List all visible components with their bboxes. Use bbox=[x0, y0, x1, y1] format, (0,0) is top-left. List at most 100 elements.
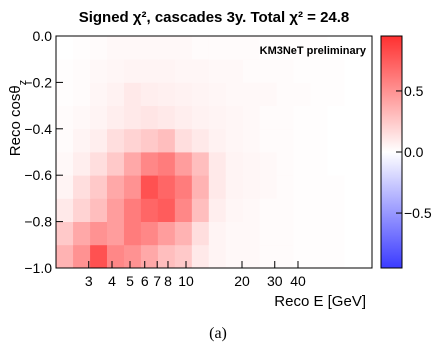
heatmap-cell bbox=[208, 82, 227, 106]
heatmap-cell bbox=[208, 105, 227, 130]
heatmap-cell bbox=[90, 221, 108, 246]
heatmap-cell bbox=[293, 59, 312, 83]
heatmap-cell bbox=[157, 59, 176, 83]
heatmap-cell bbox=[361, 175, 373, 199]
heatmap-cell bbox=[157, 105, 176, 130]
x-tick-label: 8 bbox=[164, 273, 172, 289]
heatmap-cells bbox=[56, 36, 373, 269]
heatmap-cell bbox=[123, 244, 142, 269]
heatmap-cell bbox=[174, 82, 193, 106]
heatmap-cell bbox=[293, 128, 312, 153]
heatmap-cell bbox=[242, 59, 261, 83]
heatmap-cell bbox=[310, 175, 329, 199]
heatmap-cell bbox=[174, 36, 193, 60]
heatmap-cell bbox=[208, 244, 227, 269]
colorbar-ticks: −0.5 0.0 0.5 bbox=[396, 83, 432, 221]
heatmap-cell bbox=[90, 244, 108, 269]
heatmap-cell bbox=[56, 175, 74, 199]
x-tick-label: 10 bbox=[178, 273, 194, 289]
heatmap-cell bbox=[310, 198, 329, 222]
heatmap-cell bbox=[242, 221, 261, 246]
heatmap-cell bbox=[225, 36, 244, 60]
axis-ticks: 3 4 5 6 7 8 10 20 30 40 −1.0 −0.8 −0.6 −0.4 −0.2 0.0 bbox=[24, 28, 306, 289]
figure-caption: (a) bbox=[209, 325, 227, 342]
heatmap-cell bbox=[259, 36, 278, 60]
heatmap-cell bbox=[344, 128, 362, 153]
heatmap-cell bbox=[106, 105, 125, 130]
heatmap-cell bbox=[157, 82, 176, 106]
heatmap-cell bbox=[123, 152, 142, 176]
heatmap-cell bbox=[293, 82, 312, 106]
x-tick-label: 7 bbox=[153, 273, 161, 289]
heatmap-cell bbox=[242, 244, 261, 269]
heatmap-cell bbox=[56, 59, 74, 83]
y-tick-label: −0.6 bbox=[24, 167, 52, 183]
heatmap-cell bbox=[191, 36, 210, 60]
heatmap-cell bbox=[310, 128, 329, 153]
heatmap-cell bbox=[327, 221, 346, 246]
heatmap-cell bbox=[208, 59, 227, 83]
heatmap-cell bbox=[191, 128, 210, 153]
heatmap-cell bbox=[90, 82, 108, 106]
heatmap-cell bbox=[344, 221, 362, 246]
heatmap-cell bbox=[191, 82, 210, 106]
heatmap-cell bbox=[310, 105, 329, 130]
chart-title: Signed χ², cascades 3y. Total χ² = 24.8 bbox=[79, 9, 350, 26]
heatmap-cell bbox=[191, 221, 210, 246]
heatmap-cell bbox=[276, 128, 295, 153]
heatmap-cell bbox=[140, 175, 159, 199]
heatmap-cell bbox=[293, 36, 312, 60]
heatmap-cell bbox=[293, 152, 312, 176]
heatmap-cell bbox=[123, 221, 142, 246]
heatmap-cell bbox=[157, 221, 176, 246]
heatmap-cell bbox=[293, 221, 312, 246]
heatmap-cell bbox=[361, 105, 373, 130]
heatmap-cell bbox=[140, 82, 159, 106]
heatmap-cell bbox=[191, 105, 210, 130]
heatmap-cell bbox=[361, 82, 373, 106]
heatmap-cell bbox=[259, 82, 278, 106]
heatmap-cell bbox=[327, 175, 346, 199]
heatmap-cell bbox=[276, 36, 295, 60]
heatmap-cell bbox=[140, 152, 159, 176]
heatmap-cell bbox=[225, 105, 244, 130]
heatmap-cell bbox=[73, 128, 91, 153]
y-tick-label: −0.8 bbox=[24, 214, 52, 230]
heatmap-cell bbox=[310, 36, 329, 60]
heatmap-cell bbox=[208, 152, 227, 176]
heatmap-cell bbox=[259, 221, 278, 246]
heatmap-cell bbox=[174, 152, 193, 176]
heatmap-cell bbox=[174, 221, 193, 246]
heatmap-cell bbox=[140, 59, 159, 83]
heatmap-cell bbox=[225, 128, 244, 153]
heatmap-cell bbox=[90, 105, 108, 130]
heatmap-cell bbox=[208, 198, 227, 222]
heatmap-cell bbox=[90, 152, 108, 176]
heatmap-cell bbox=[157, 175, 176, 199]
heatmap-cell bbox=[90, 128, 108, 153]
heatmap-cell bbox=[106, 175, 125, 199]
heatmap-cell bbox=[327, 105, 346, 130]
heatmap-cell bbox=[344, 59, 362, 83]
heatmap-cell bbox=[327, 198, 346, 222]
heatmap-cell bbox=[174, 198, 193, 222]
heatmap-cell bbox=[310, 152, 329, 176]
heatmap-cell bbox=[174, 105, 193, 130]
heatmap-cell bbox=[361, 152, 373, 176]
heatmap-cell bbox=[327, 244, 346, 269]
heatmap-cell bbox=[242, 36, 261, 60]
heatmap-cell bbox=[327, 82, 346, 106]
heatmap-cell bbox=[344, 105, 362, 130]
heatmap-cell bbox=[225, 152, 244, 176]
heatmap-cell bbox=[293, 244, 312, 269]
heatmap-cell bbox=[259, 59, 278, 83]
heatmap-cell bbox=[293, 198, 312, 222]
heatmap-cell bbox=[242, 105, 261, 130]
heatmap-cell bbox=[259, 198, 278, 222]
heatmap-cell bbox=[90, 175, 108, 199]
heatmap-cell bbox=[73, 175, 91, 199]
y-tick-label: −0.2 bbox=[24, 74, 52, 90]
heatmap-cell bbox=[123, 59, 142, 83]
heatmap-cell bbox=[310, 82, 329, 106]
